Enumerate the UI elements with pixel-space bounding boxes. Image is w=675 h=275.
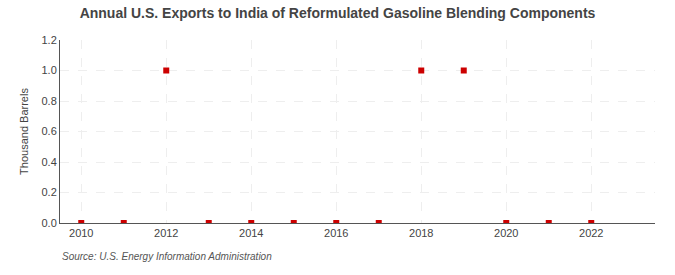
svg-text:0.4: 0.4 [42,156,57,168]
svg-text:2012: 2012 [154,227,178,239]
svg-text:2018: 2018 [409,227,433,239]
svg-text:Annual U.S. Exports to India o: Annual U.S. Exports to India of Reformul… [80,5,596,21]
svg-text:Source: U.S. Energy Informatio: Source: U.S. Energy Information Administ… [62,251,272,262]
svg-text:0.6: 0.6 [42,125,57,137]
svg-text:2014: 2014 [239,227,263,239]
svg-text:2016: 2016 [324,227,348,239]
svg-text:1.2: 1.2 [42,34,57,46]
svg-text:1.0: 1.0 [42,64,57,76]
svg-text:2010: 2010 [69,227,93,239]
svg-text:2020: 2020 [494,227,518,239]
svg-text:Thousand Barrels: Thousand Barrels [18,88,30,175]
svg-text:2022: 2022 [579,227,603,239]
svg-text:0.0: 0.0 [42,217,57,229]
svg-text:0.2: 0.2 [42,186,57,198]
svg-text:0.8: 0.8 [42,95,57,107]
